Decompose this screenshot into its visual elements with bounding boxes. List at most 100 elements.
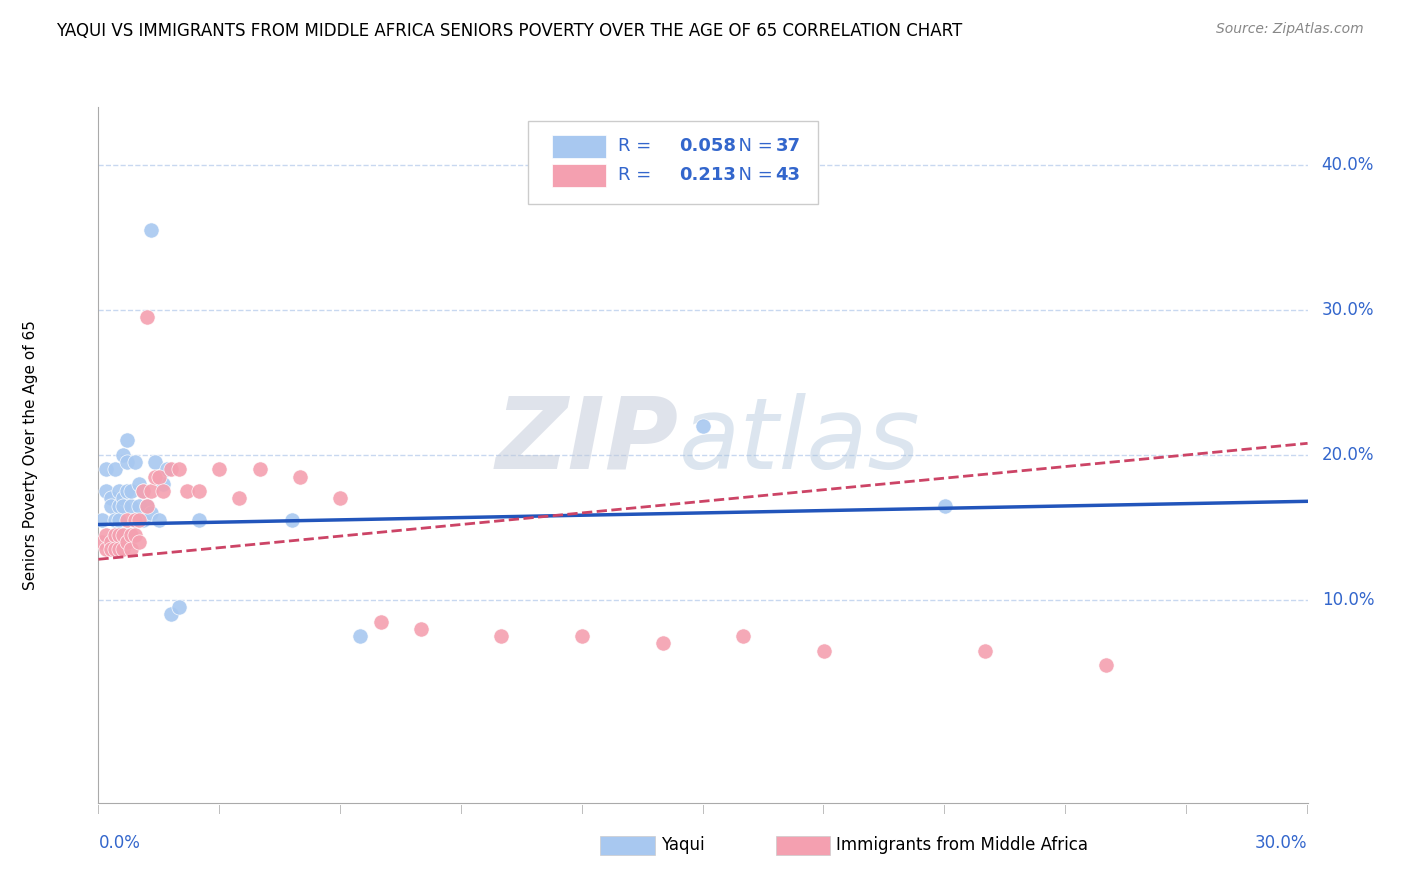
Point [139, 484, 162, 499]
FancyBboxPatch shape [527, 121, 818, 204]
Point [103, 527, 125, 541]
Text: 30.0%: 30.0% [1256, 834, 1308, 852]
Point [115, 534, 138, 549]
Point [107, 499, 129, 513]
Bar [600, 836, 655, 855]
Text: |: | [460, 805, 463, 814]
Point [733, 629, 755, 643]
Bar [551, 164, 606, 187]
Text: 10.0%: 10.0% [1322, 591, 1374, 609]
Point [188, 513, 211, 527]
Point [103, 513, 125, 527]
Point [96, 527, 118, 541]
Text: 20.0%: 20.0% [1322, 446, 1374, 464]
Text: 0.058: 0.058 [679, 137, 735, 155]
Point [135, 310, 157, 325]
Text: Seniors Poverty Over the Age of 65: Seniors Poverty Over the Age of 65 [24, 320, 38, 590]
Point [132, 513, 155, 527]
Point [571, 629, 593, 643]
Point [100, 542, 122, 557]
Bar [776, 836, 830, 855]
Point [124, 513, 146, 527]
Point [115, 484, 138, 499]
Point [107, 542, 129, 557]
Point [156, 462, 179, 476]
Text: |: | [1185, 805, 1188, 814]
Point [96, 484, 118, 499]
Point [329, 491, 352, 506]
Point [128, 476, 150, 491]
Point [96, 462, 118, 476]
Text: 0.0%: 0.0% [98, 834, 141, 852]
Point [370, 615, 392, 629]
Point [107, 513, 129, 527]
Point [288, 469, 311, 483]
Text: |: | [339, 805, 342, 814]
Point [124, 455, 146, 469]
Point [160, 462, 183, 476]
Point [135, 499, 157, 513]
Point [176, 484, 198, 499]
Point [100, 534, 122, 549]
Point [120, 499, 142, 513]
Point [128, 534, 150, 549]
Text: |: | [581, 805, 583, 814]
Point [349, 629, 371, 643]
Text: Source: ZipAtlas.com: Source: ZipAtlas.com [1216, 22, 1364, 37]
Point [103, 542, 125, 557]
Point [100, 491, 122, 506]
Point [111, 448, 134, 462]
Text: |: | [1064, 805, 1067, 814]
Text: 30.0%: 30.0% [1322, 301, 1374, 319]
Point [107, 484, 129, 499]
Text: N =: N = [727, 166, 779, 185]
Point [651, 636, 673, 650]
Point [128, 499, 150, 513]
Point [115, 434, 138, 448]
Point [143, 455, 166, 469]
Point [281, 513, 304, 527]
Point [167, 600, 190, 615]
Text: ZIP: ZIP [496, 392, 679, 490]
Point [974, 643, 997, 657]
Text: YAQUI VS IMMIGRANTS FROM MIDDLE AFRICA SENIORS POVERTY OVER THE AGE OF 65 CORREL: YAQUI VS IMMIGRANTS FROM MIDDLE AFRICA S… [56, 22, 963, 40]
Point [124, 527, 146, 541]
Point [124, 513, 146, 527]
Point [120, 484, 142, 499]
Point [491, 629, 513, 643]
Point [139, 223, 162, 237]
Point [111, 491, 134, 506]
Point [1095, 658, 1118, 673]
Text: R =: R = [619, 137, 658, 155]
Point [813, 643, 835, 657]
Point [152, 476, 174, 491]
Point [160, 607, 183, 622]
Point [111, 542, 134, 557]
Text: |: | [1306, 805, 1309, 814]
Point [115, 455, 138, 469]
Point [111, 527, 134, 541]
Point [128, 513, 150, 527]
Point [115, 513, 138, 527]
Text: |: | [823, 805, 825, 814]
Point [934, 499, 956, 513]
Point [107, 527, 129, 541]
Text: N =: N = [727, 137, 779, 155]
Point [96, 542, 118, 557]
Point [91, 534, 114, 549]
Point [100, 499, 122, 513]
Text: 43: 43 [776, 166, 800, 185]
Text: 0.213: 0.213 [679, 166, 735, 185]
Point [103, 462, 125, 476]
Text: Yaqui: Yaqui [661, 836, 704, 855]
Point [167, 462, 190, 476]
Text: R =: R = [619, 166, 658, 185]
Point [120, 527, 142, 541]
Text: atlas: atlas [679, 392, 921, 490]
Text: 40.0%: 40.0% [1322, 156, 1374, 174]
Point [228, 491, 250, 506]
Point [111, 499, 134, 513]
Text: 37: 37 [776, 137, 800, 155]
Text: |: | [702, 805, 704, 814]
Point [692, 419, 714, 434]
